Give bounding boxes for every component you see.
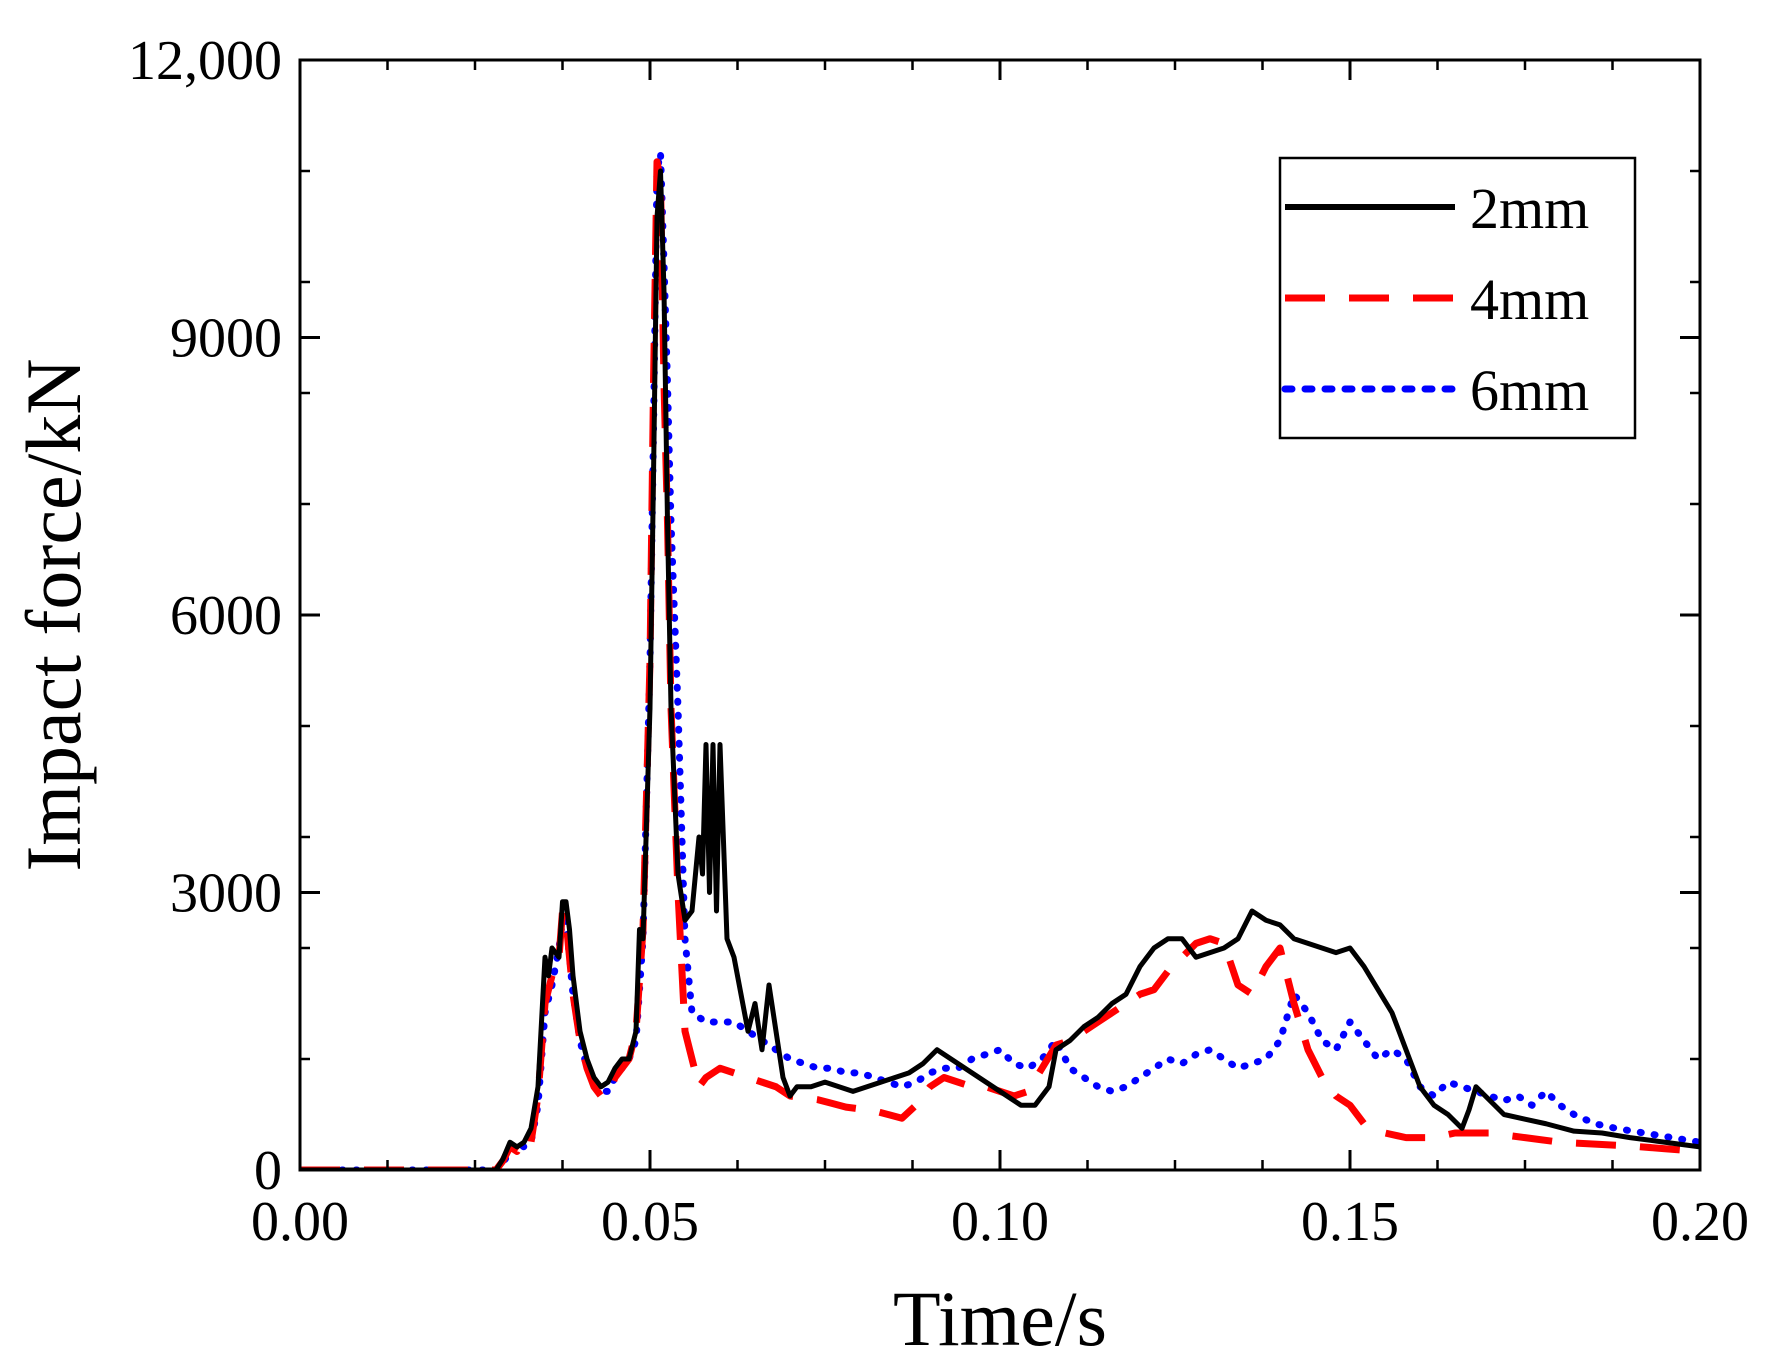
- y-tick-label: 0: [254, 1140, 282, 1202]
- y-tick-label: 3000: [170, 863, 282, 925]
- x-axis-title: Time/s: [893, 1275, 1107, 1362]
- y-tick-label: 12,000: [128, 30, 282, 92]
- x-tick-label: 0.20: [1651, 1191, 1749, 1253]
- legend-label-4mm: 4mm: [1470, 267, 1589, 332]
- series-line-6mm: [300, 149, 1700, 1170]
- ticks-layer: [298, 58, 1702, 1172]
- x-tick-label: 0.10: [951, 1191, 1049, 1253]
- y-tick-label: 9000: [170, 308, 282, 370]
- x-tick-label: 0.15: [1301, 1191, 1399, 1253]
- legend-label-6mm: 6mm: [1470, 358, 1589, 423]
- series-line-4mm: [300, 158, 1700, 1170]
- y-tick-label: 6000: [170, 585, 282, 647]
- x-tick-label: 0.00: [251, 1191, 349, 1253]
- legend-label-2mm: 2mm: [1470, 176, 1589, 241]
- tick-labels-layer: 0.00 0.05 0.10 0.15 0.20 0 3000 6000 9000 12,000: [128, 30, 1749, 1253]
- y-axis-title: Impact force/kN: [10, 358, 97, 871]
- x-tick-label: 0.05: [601, 1191, 699, 1253]
- series-layer: [300, 149, 1700, 1170]
- legend: 2mm 4mm 6mm: [1278, 156, 1637, 440]
- series-line-2mm: [300, 168, 1700, 1170]
